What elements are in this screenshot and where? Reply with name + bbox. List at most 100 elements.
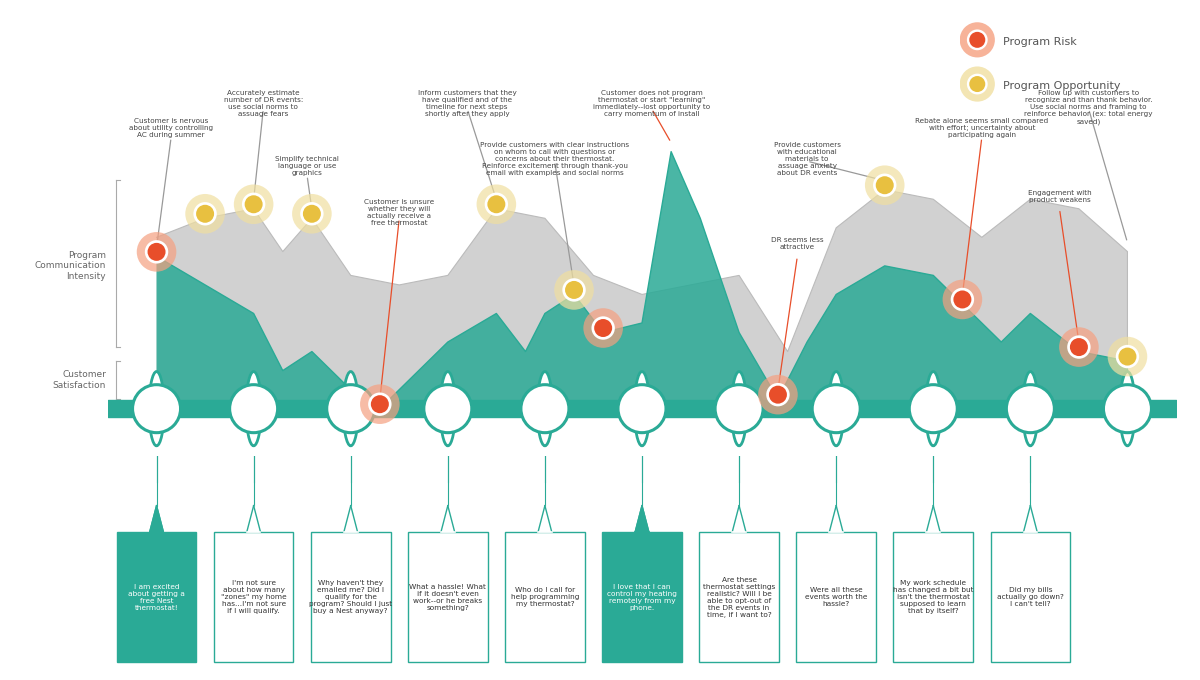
Text: Are these
thermostat settings
realistic? Will I be
able to opt-out of
the DR eve: Are these thermostat settings realistic?… [703, 577, 775, 617]
Ellipse shape [874, 173, 896, 197]
Text: Customer is nervous
about utility controlling
AC during summer: Customer is nervous about utility contro… [130, 118, 214, 138]
Ellipse shape [137, 232, 176, 272]
Circle shape [149, 371, 164, 446]
Ellipse shape [592, 316, 614, 340]
Text: Customer is unsure
whether they will
actually receive a
free thermostat: Customer is unsure whether they will act… [364, 199, 434, 226]
Ellipse shape [715, 385, 763, 432]
Ellipse shape [326, 385, 374, 432]
Text: Program Opportunity: Program Opportunity [1003, 81, 1121, 91]
Circle shape [440, 371, 455, 446]
Ellipse shape [229, 385, 277, 432]
Ellipse shape [360, 384, 400, 424]
Ellipse shape [245, 195, 263, 214]
Ellipse shape [769, 386, 787, 404]
Ellipse shape [954, 290, 972, 309]
Text: DR seems less
attractive: DR seems less attractive [772, 237, 823, 250]
Ellipse shape [1108, 337, 1147, 377]
Polygon shape [156, 190, 1128, 409]
Ellipse shape [967, 29, 988, 50]
Text: Program
Communication
Intensity: Program Communication Intensity [35, 251, 106, 281]
Ellipse shape [565, 281, 583, 299]
Ellipse shape [242, 192, 265, 216]
Polygon shape [538, 506, 552, 532]
Text: I love that I can
control my heating
remotely from my
phone.: I love that I can control my heating rem… [607, 583, 677, 611]
Text: Customer
Satisfaction: Customer Satisfaction [53, 371, 106, 390]
FancyBboxPatch shape [894, 532, 973, 662]
Ellipse shape [563, 278, 586, 302]
Ellipse shape [368, 392, 391, 416]
Text: What a hassle! What
if it doesn't even
work--or he breaks
something?: What a hassle! What if it doesn't even w… [409, 583, 486, 611]
Text: Provide customers with clear instructions
on whom to call with questions or
conc: Provide customers with clear instruction… [480, 142, 629, 176]
Ellipse shape [1118, 347, 1136, 366]
Ellipse shape [371, 395, 389, 413]
FancyBboxPatch shape [700, 532, 779, 662]
Ellipse shape [767, 383, 790, 407]
Ellipse shape [943, 279, 983, 320]
Ellipse shape [1067, 335, 1091, 359]
Text: Inform customers that they
have qualified and of the
timeline for next steps
sho: Inform customers that they have qualifie… [418, 90, 517, 117]
Text: I am excited
about getting a
free Nest
thermostat!: I am excited about getting a free Nest t… [128, 583, 185, 611]
Ellipse shape [554, 270, 594, 310]
Ellipse shape [185, 194, 224, 234]
Ellipse shape [967, 73, 988, 95]
Ellipse shape [1007, 385, 1055, 432]
FancyBboxPatch shape [408, 532, 487, 662]
Ellipse shape [196, 205, 214, 223]
Circle shape [829, 371, 844, 446]
Polygon shape [247, 506, 260, 532]
Ellipse shape [485, 192, 508, 216]
Ellipse shape [1060, 327, 1099, 367]
Circle shape [1022, 371, 1038, 446]
Ellipse shape [583, 308, 623, 348]
Circle shape [635, 371, 649, 446]
Circle shape [343, 371, 359, 446]
Polygon shape [156, 152, 1128, 409]
Ellipse shape [521, 385, 569, 432]
Ellipse shape [950, 288, 974, 311]
Ellipse shape [302, 205, 320, 223]
Text: Simplify technical
language or use
graphics: Simplify technical language or use graph… [275, 156, 338, 176]
Ellipse shape [292, 194, 331, 234]
Ellipse shape [865, 165, 905, 205]
Ellipse shape [132, 385, 180, 432]
Polygon shape [150, 506, 163, 532]
FancyBboxPatch shape [116, 532, 197, 662]
Polygon shape [635, 506, 649, 532]
Ellipse shape [758, 375, 798, 414]
Polygon shape [829, 506, 842, 532]
Ellipse shape [487, 195, 505, 214]
Text: My work schedule
has changed a bit but
isn't the thermostat
supposed to learn
th: My work schedule has changed a bit but i… [893, 580, 973, 614]
Text: Did my bills
actually go down?
I can't tell?: Did my bills actually go down? I can't t… [997, 587, 1064, 607]
FancyBboxPatch shape [505, 532, 584, 662]
Ellipse shape [476, 184, 516, 224]
Polygon shape [442, 506, 455, 532]
Text: Follow up with customers to
recognize and than thank behavior.
Use social norms : Follow up with customers to recognize an… [1025, 90, 1153, 124]
Circle shape [732, 371, 746, 446]
Ellipse shape [300, 202, 324, 226]
Ellipse shape [910, 385, 958, 432]
Text: Who do I call for
help programming
my thermostat?: Who do I call for help programming my th… [511, 587, 580, 607]
Ellipse shape [424, 385, 472, 432]
FancyBboxPatch shape [797, 532, 876, 662]
Text: Why haven't they
emailed me? Did I
qualify for the
program? Should I just
buy a : Why haven't they emailed me? Did I quali… [310, 580, 392, 614]
Text: Were all these
events worth the
hassle?: Were all these events worth the hassle? [805, 587, 868, 607]
FancyBboxPatch shape [602, 532, 682, 662]
Ellipse shape [970, 32, 985, 48]
Text: Rebate alone seems small compared
with effort; uncertainty about
participating a: Rebate alone seems small compared with e… [916, 118, 1049, 138]
Text: Program Risk: Program Risk [1003, 37, 1076, 47]
Ellipse shape [145, 240, 168, 264]
Ellipse shape [1104, 385, 1152, 432]
Ellipse shape [148, 243, 166, 261]
Text: Engagement with
product weakens: Engagement with product weakens [1027, 190, 1091, 203]
Ellipse shape [812, 385, 860, 432]
Circle shape [538, 371, 552, 446]
Ellipse shape [193, 202, 217, 226]
Text: I'm not sure
about how many
"zones" my home
has...I'm not sure
if I will qualify: I'm not sure about how many "zones" my h… [221, 580, 287, 614]
Text: Customer does not program
thermostat or start "learning"
immediately--lost oppor: Customer does not program thermostat or … [593, 90, 710, 117]
Text: Accurately estimate
number of DR events:
use social norms to
assuage fears: Accurately estimate number of DR events:… [223, 90, 304, 117]
Ellipse shape [970, 76, 985, 92]
Ellipse shape [1070, 338, 1088, 356]
Polygon shape [1024, 506, 1037, 532]
FancyBboxPatch shape [214, 532, 294, 662]
Ellipse shape [618, 385, 666, 432]
